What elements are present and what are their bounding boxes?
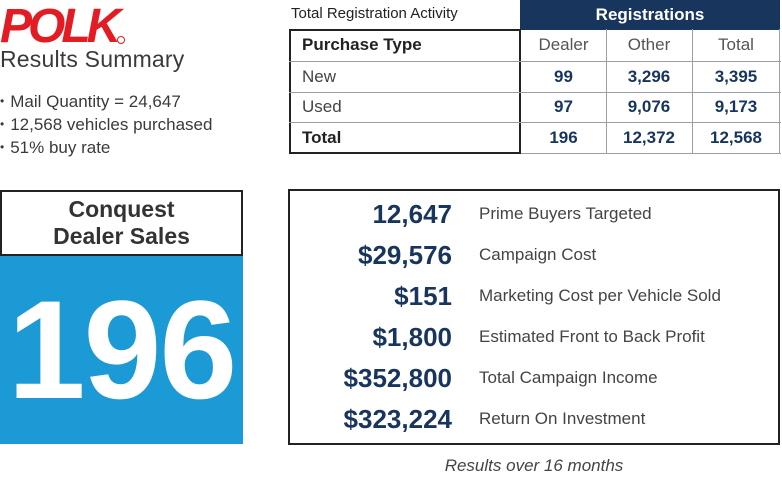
metrics-box: 12,647 Prime Buyers Targeted $29,576 Cam… <box>288 189 780 445</box>
metric-row: $352,800 Total Campaign Income <box>290 358 780 398</box>
metric-value: $352,800 <box>343 363 452 393</box>
row-total-label: Total <box>302 127 342 147</box>
polk-logo-mark: POLK <box>0 2 129 46</box>
conquest-sales-value: 196 <box>0 256 243 444</box>
summary-title: Results Summary <box>0 46 185 72</box>
svg-text:POLK: POLK <box>0 2 125 46</box>
row-used-label: Used <box>302 97 342 116</box>
row-new-total: 3,395 <box>714 66 758 86</box>
metric-label: Total Campaign Income <box>479 368 658 387</box>
results-footnote: Results over 16 months <box>444 456 624 475</box>
metric-row: $323,224 Return On Investment <box>290 399 780 439</box>
row-total-dealer: 196 <box>549 127 578 147</box>
row-used-total: 9,173 <box>714 97 758 116</box>
row-used-dealer: 97 <box>554 97 573 116</box>
header-dealer: Dealer <box>538 35 589 54</box>
metric-label: Prime Buyers Targeted <box>479 204 652 223</box>
metric-label: Return On Investment <box>479 409 646 428</box>
metric-value: $323,224 <box>343 404 452 434</box>
registrations-banner: Registrations <box>520 0 780 30</box>
metric-row: $29,576 Campaign Cost <box>290 235 780 275</box>
metric-label: Campaign Cost <box>479 245 597 264</box>
metric-row: $151 Marketing Cost per Vehicle Sold <box>290 276 780 316</box>
metric-value: $151 <box>394 281 452 311</box>
bullet-vehicles-purchased: 12,568 vehicles purchased <box>0 113 212 136</box>
summary-bullets: Mail Quantity = 24,647 12,568 vehicles p… <box>0 90 212 159</box>
metric-value: 12,647 <box>372 199 452 229</box>
header-other: Other <box>627 35 671 54</box>
bullet-buy-rate: 51% buy rate <box>0 136 212 159</box>
metric-row: 12,647 Prime Buyers Targeted <box>290 194 780 234</box>
metric-value: $1,800 <box>372 322 452 352</box>
row-total-total: 12,568 <box>710 127 762 147</box>
metric-value: $29,576 <box>358 240 452 270</box>
row-used-other: 9,076 <box>627 97 671 116</box>
conquest-line1: Conquest <box>68 196 175 222</box>
bullet-mail-quantity: Mail Quantity = 24,647 <box>0 90 212 113</box>
row-new-dealer: 99 <box>554 66 573 86</box>
registration-caption: Total Registration Activity <box>291 5 458 22</box>
row-new-label: New <box>302 66 337 86</box>
row-total-other: 12,372 <box>623 127 675 147</box>
conquest-heading-box: Conquest Dealer Sales <box>0 190 243 256</box>
polk-logo: POLK <box>0 2 130 46</box>
row-new-other: 3,296 <box>627 66 671 86</box>
metric-label: Estimated Front to Back Profit <box>479 327 705 346</box>
header-total: Total <box>718 35 754 54</box>
purchase-type-column <box>289 29 521 154</box>
metric-label: Marketing Cost per Vehicle Sold <box>479 286 721 305</box>
header-purchase-type: Purchase Type <box>302 35 422 54</box>
conquest-line2: Dealer Sales <box>53 223 190 249</box>
registration-table: Purchase Type Dealer Other Total New 99 … <box>289 29 781 154</box>
metric-row: $1,800 Estimated Front to Back Profit <box>290 317 780 357</box>
